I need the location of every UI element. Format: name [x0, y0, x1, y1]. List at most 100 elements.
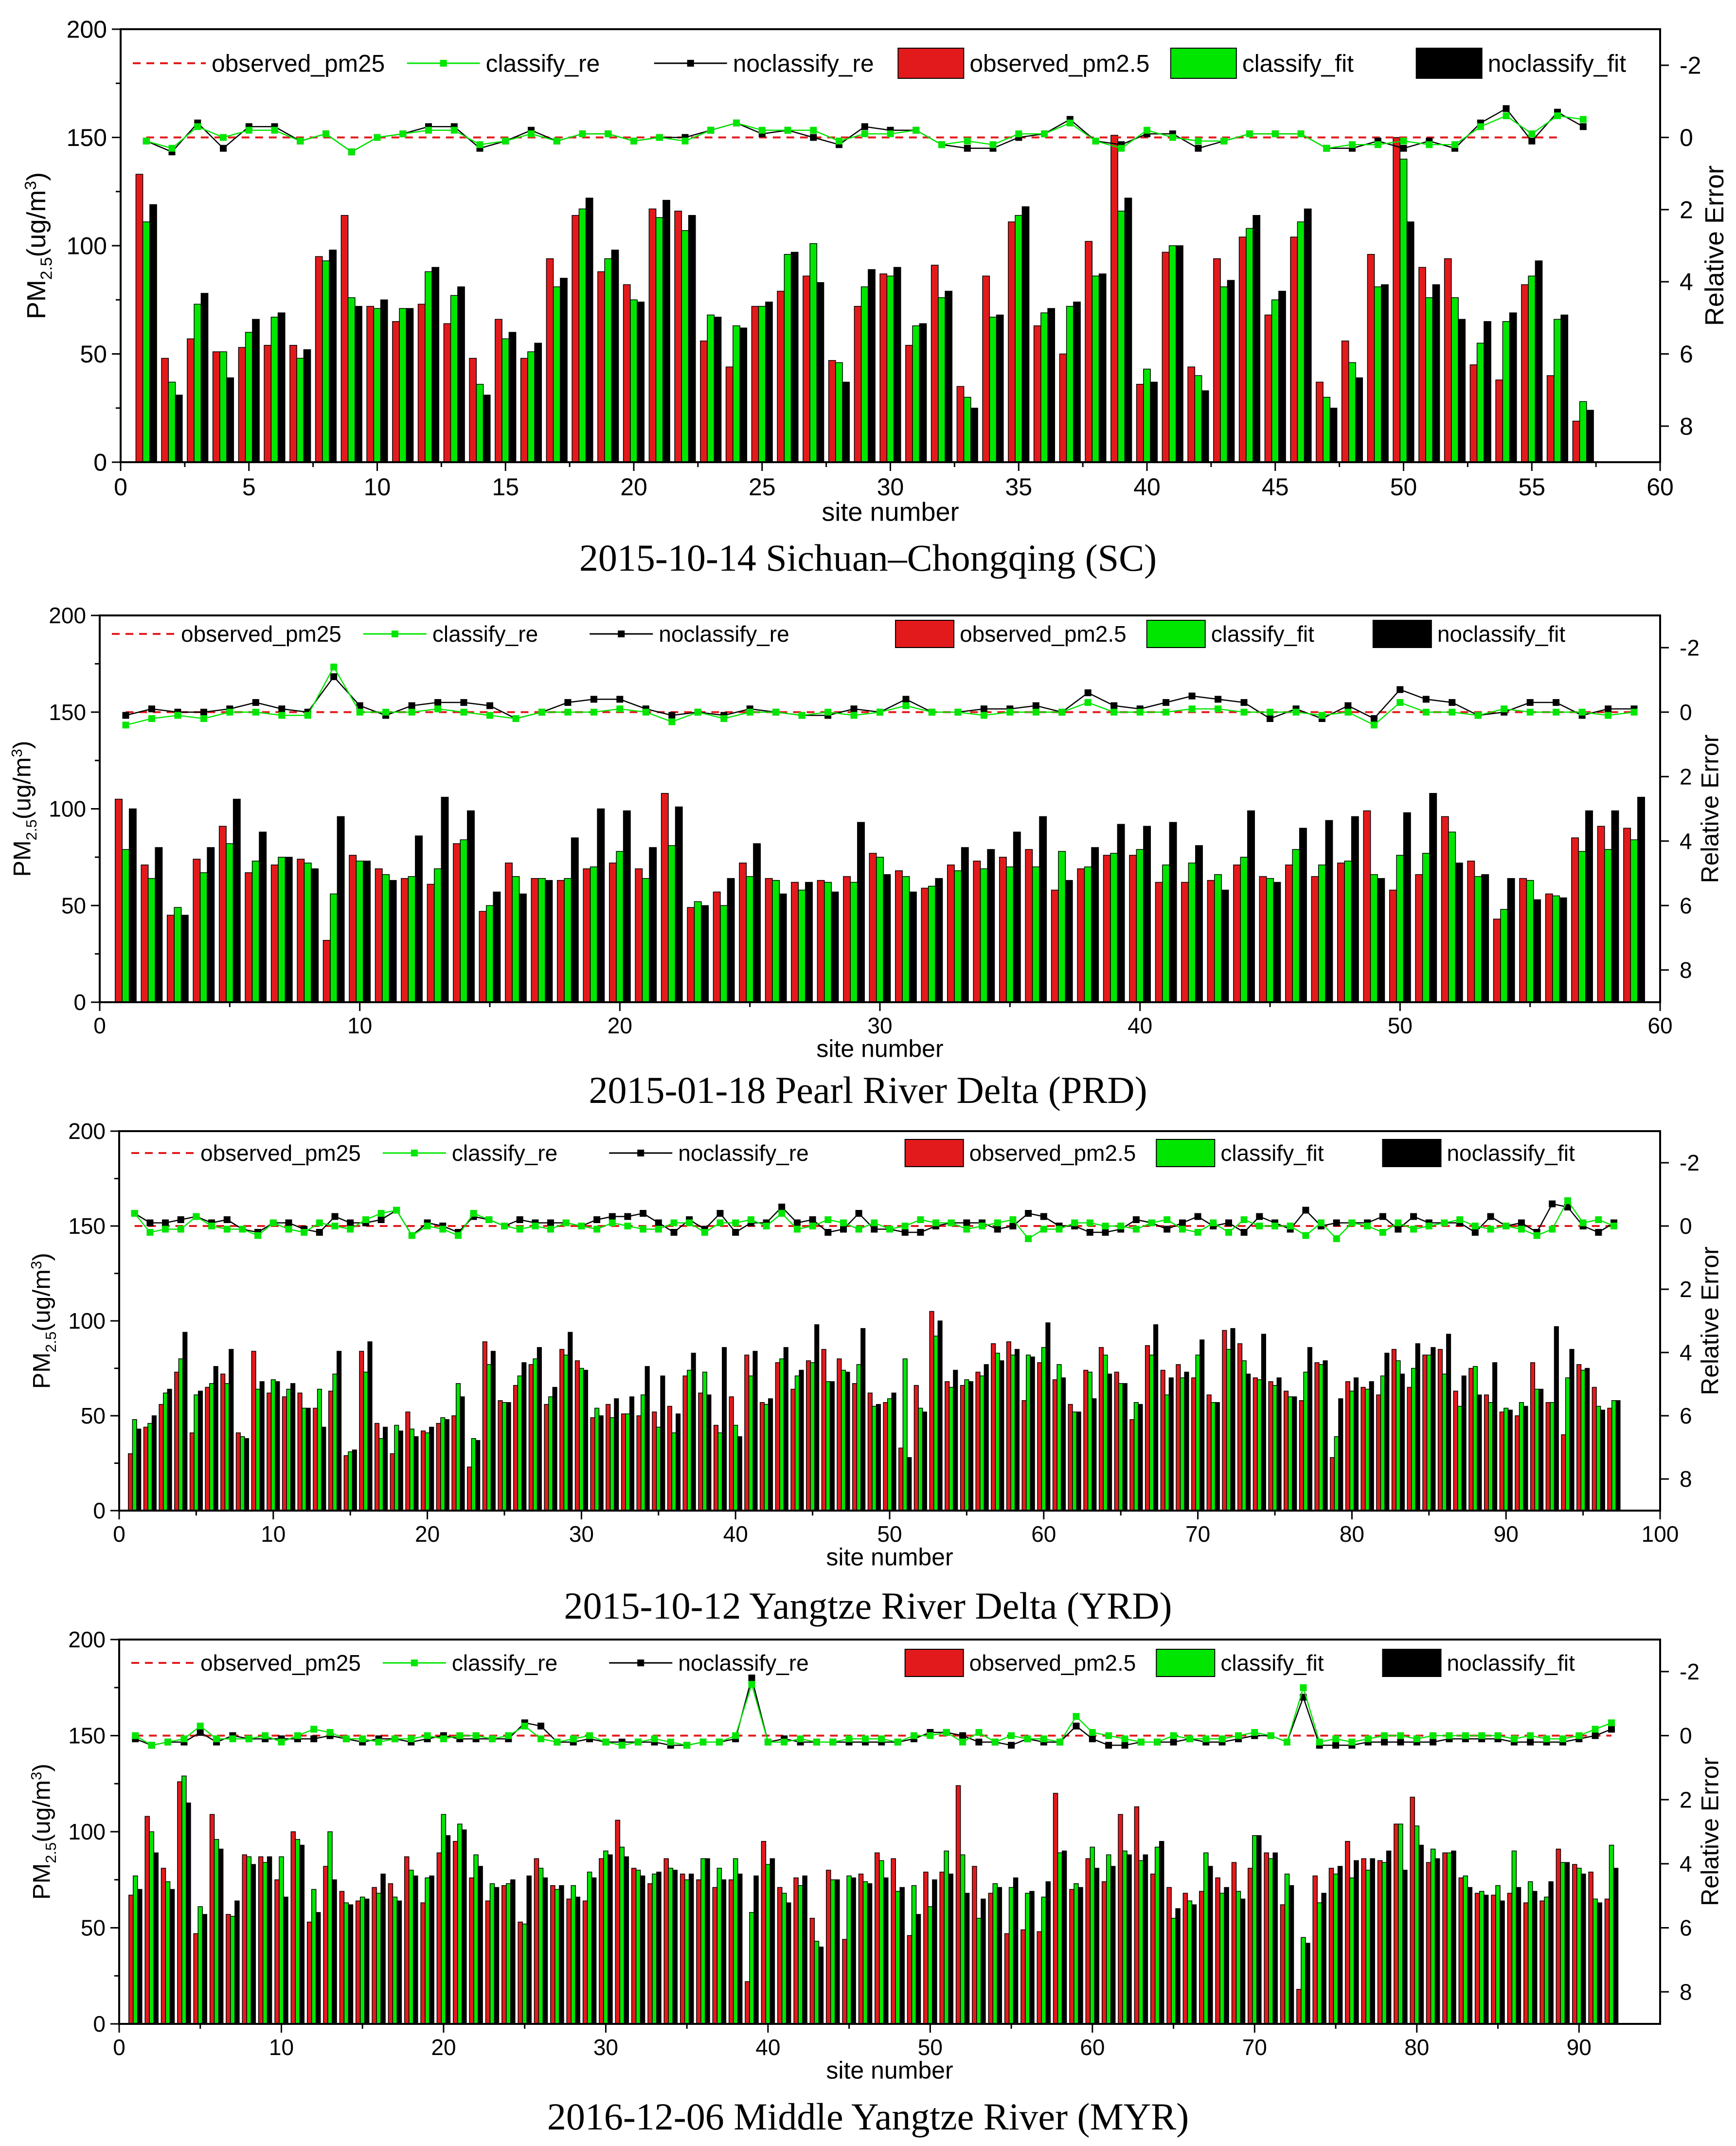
bar-classify-fit	[553, 286, 561, 463]
bar-classify-fit	[1241, 1360, 1247, 1511]
bar-noclassify-fit	[303, 349, 311, 463]
x-tick-label: 45	[1262, 473, 1289, 501]
bar-classify-fit	[641, 1394, 646, 1511]
marker-classify-re	[294, 1732, 301, 1739]
bar-classify-fit	[1323, 397, 1331, 463]
bar-noclassify-fit	[200, 293, 209, 463]
bar-classify-fit	[1252, 1835, 1257, 2024]
bar-observed	[680, 1874, 685, 2024]
y-right-axis-label: Relative Error	[1697, 1246, 1724, 1395]
bar-noclassify-fit	[1535, 260, 1543, 463]
bar-noclassify-fit	[919, 323, 927, 463]
marker-noclassify-re	[1089, 1735, 1096, 1743]
bar-classify-fit	[486, 1364, 492, 1511]
marker-classify-re	[1163, 1216, 1171, 1223]
marker-classify-re	[824, 1216, 832, 1223]
bar-noclassify-fit	[475, 1440, 481, 1511]
marker-classify-re	[707, 126, 715, 134]
marker-classify-re	[901, 1223, 909, 1229]
bar-noclassify-fit	[970, 408, 978, 463]
bar-observed	[528, 1364, 534, 1511]
y-label-unit-close: )	[22, 172, 51, 181]
bar-observed	[550, 1885, 555, 2024]
bar-classify-fit	[1503, 1407, 1509, 1511]
y-right-tick-label: 6	[1680, 341, 1693, 368]
bar-classify-fit	[434, 868, 442, 1003]
bar-noclassify-fit	[167, 1389, 172, 1511]
bar-noclassify-fit	[1323, 1360, 1328, 1511]
marker-classify-re	[887, 130, 894, 138]
bar-observed	[359, 1351, 364, 1511]
bar-noclassify-fit	[629, 1396, 635, 1511]
bar-observed	[1604, 1898, 1610, 2024]
bar-noclassify-fit	[571, 837, 579, 1003]
legend-swatch-marker	[391, 631, 398, 637]
y-right-tick-label: -2	[1680, 52, 1701, 79]
marker-classify-re	[1188, 705, 1196, 713]
marker-classify-re	[393, 1207, 400, 1214]
bar-classify-fit	[1365, 1389, 1370, 1511]
bar-classify-fit	[1374, 286, 1382, 463]
bar-classify-fit	[1103, 1354, 1108, 1511]
y-label-main: PM	[8, 840, 36, 877]
bar-noclassify-fit	[727, 878, 735, 1003]
bar-observed	[775, 1362, 780, 1511]
x-tick-label: 100	[1642, 1521, 1679, 1547]
marker-classify-re	[537, 1735, 544, 1743]
bar-noclassify-fit	[355, 306, 362, 463]
bar-noclassify-fit	[1117, 824, 1125, 1003]
bar-observed	[1341, 341, 1349, 463]
marker-classify-re	[798, 712, 805, 719]
marker-noclassify-re	[824, 1229, 832, 1236]
bar-classify-fit	[533, 1358, 538, 1511]
bar-observed	[482, 1341, 487, 1511]
marker-classify-re	[975, 1729, 983, 1736]
bar-observed	[128, 1894, 134, 2024]
bar-classify-fit	[1519, 1402, 1524, 1511]
legend-swatch-bar	[1146, 620, 1206, 648]
marker-classify-re	[1397, 1732, 1404, 1739]
bar-classify-fit	[1411, 1368, 1416, 1511]
bar-classify-fit	[1072, 1411, 1077, 1511]
bar-noclassify-fit	[1370, 1858, 1375, 2024]
y-tick-label: 200	[49, 603, 86, 628]
y-tick-label: 0	[73, 990, 86, 1015]
bar-noclassify-fit	[1381, 284, 1389, 463]
y-right-tick-label: 2	[1680, 1277, 1692, 1302]
bar-observed	[1231, 1862, 1237, 2024]
bar-classify-fit	[707, 314, 715, 463]
bar-noclassify-fit	[383, 1426, 388, 1511]
marker-classify-re	[1092, 137, 1099, 144]
bar-observed	[1237, 1343, 1243, 1511]
bar-observed	[1328, 1868, 1334, 2024]
bar-noclassify-fit	[180, 915, 189, 1003]
marker-classify-re	[732, 1732, 739, 1739]
marker-classify-re	[732, 1219, 739, 1226]
bar-observed	[713, 1425, 719, 1511]
marker-classify-re	[476, 141, 483, 148]
marker-classify-re	[932, 1219, 939, 1226]
bar-observed	[696, 1879, 701, 2024]
bar-noclassify-fit	[315, 1912, 321, 2024]
marker-classify-re	[1528, 130, 1536, 138]
bar-observed	[1176, 1364, 1181, 1511]
marker-classify-re	[408, 1735, 415, 1743]
bar-classify-fit	[1611, 1400, 1617, 1511]
marker-classify-re	[608, 1219, 616, 1226]
marker-noclassify-re	[716, 1210, 724, 1217]
bar-classify-fit	[359, 1896, 365, 2024]
bar-noclassify-fit	[283, 1896, 288, 2024]
bar-noclassify-fit	[1021, 206, 1030, 463]
bar-classify-fit	[1066, 306, 1074, 463]
bar-observed	[1623, 828, 1631, 1003]
marker-noclassify-re	[1105, 1742, 1112, 1749]
bar-noclassify-fit	[1014, 1349, 1020, 1511]
bar-classify-fit	[1495, 1885, 1501, 2024]
marker-noclassify-re	[1400, 144, 1407, 152]
bar-classify-fit	[1301, 1937, 1306, 2024]
marker-classify-re	[764, 1738, 771, 1746]
bars-group	[115, 793, 1645, 1003]
bar-classify-fit	[733, 1425, 738, 1511]
bar-observed	[372, 1887, 377, 2024]
